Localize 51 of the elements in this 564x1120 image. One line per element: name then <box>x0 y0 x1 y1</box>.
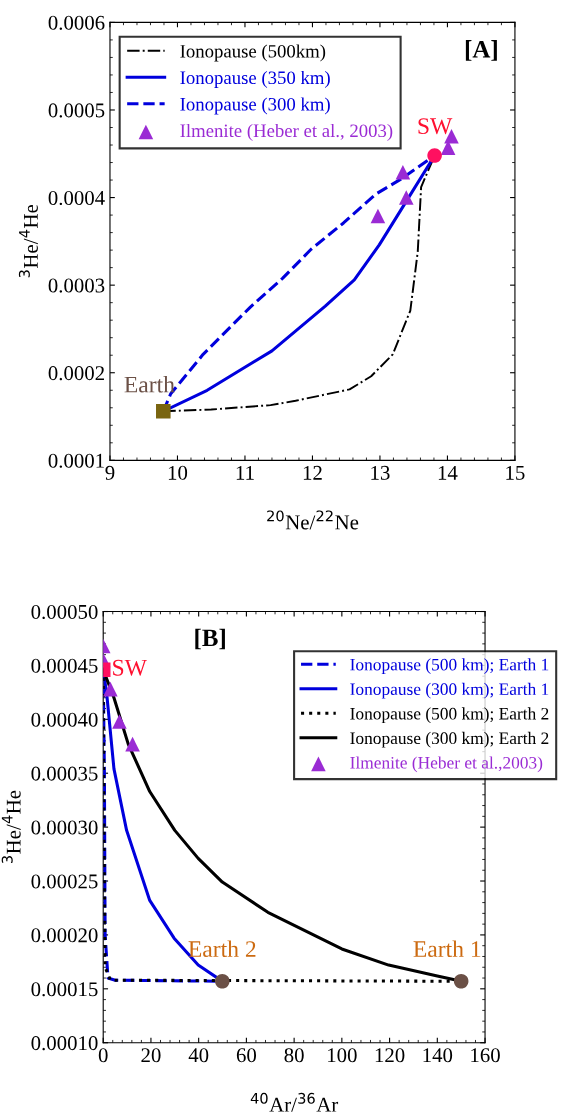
text: [A] <box>465 40 497 61</box>
legend-label: Ionopause (300 km); Earth 1 <box>350 682 549 699</box>
x-tick-label: 120 <box>375 1048 405 1063</box>
y-tick-label: 0.00040 <box>31 712 98 727</box>
x-axis-title: $^{20}$Ne/$^{22}$Ne <box>267 510 359 530</box>
x-tick-label: 60 <box>236 1048 257 1063</box>
annotation: SW <box>113 659 147 676</box>
text: [B] <box>195 628 225 650</box>
legend-label: Ionopause (500km) <box>180 44 326 62</box>
y-tick-label: 0.00020 <box>31 928 98 943</box>
legend-label: Ionopause (300 km); Earth 2 <box>350 731 549 748</box>
y-tick-label: 0.00010 <box>31 1036 98 1051</box>
y-tick-label: 0.0003 <box>48 278 105 293</box>
annotation: Earth <box>124 375 175 393</box>
y-tick-label: 0.0004 <box>48 190 105 206</box>
legend-label: Ionopause (350 km) <box>180 70 330 88</box>
legend-label: Ilmenite (Heber et al., 2003) <box>180 123 393 141</box>
x-tick-label: 0 <box>98 1048 108 1063</box>
x-tick-label: 12 <box>303 465 322 480</box>
y-tick-label: 0.0006 <box>48 15 105 30</box>
x-tick-label: 9 <box>105 465 115 480</box>
y-tick-label: 0.00030 <box>31 820 98 835</box>
annotation: Earth 1 <box>413 940 481 958</box>
y-axis-title: $^{3}$He/$^{4}$He <box>18 204 38 278</box>
y-tick-label: 0.00035 <box>31 766 98 781</box>
y-tick-label: 0.00015 <box>31 982 98 997</box>
x-tick-label: 80 <box>284 1048 304 1063</box>
x-tick-label: 13 <box>371 465 390 480</box>
annotation: Earth 2 <box>188 940 256 958</box>
y-tick-label: 0.00025 <box>31 874 98 889</box>
x-tick-label: 40 <box>188 1048 209 1063</box>
x-tick-label: 11 <box>236 465 254 480</box>
x-tick-label: 160 <box>471 1048 500 1063</box>
y-tick-label: 0.0005 <box>48 103 105 118</box>
legend-label: Ionopause (500 km); Earth 1 <box>350 658 549 675</box>
y-tick-label: 0.00045 <box>31 658 98 673</box>
y-tick-label: 0.0002 <box>48 366 104 381</box>
x-tick-label: 10 <box>168 465 188 480</box>
y-tick-label: 0.00050 <box>31 604 98 620</box>
y-tick-label: 0.0001 <box>48 453 104 468</box>
legend-label: Ionopause (500 km); Earth 2 <box>350 707 549 724</box>
x-tick-label: 100 <box>328 1048 357 1063</box>
y-axis-title: $^{3}$He/$^{4}$He <box>1 790 21 864</box>
annotation: SW <box>418 118 453 135</box>
x-tick-label: 20 <box>141 1048 161 1063</box>
legend-label: Ilmenite (Heber et al.,2003) <box>350 756 543 773</box>
x-tick-label: 15 <box>506 465 525 480</box>
x-tick-label: 14 <box>438 465 458 480</box>
x-axis-title: $^{40}$Ar/$^{36}$Ar <box>250 1092 339 1112</box>
x-tick-label: 140 <box>423 1048 453 1063</box>
legend-label: Ionopause (300 km) <box>180 97 330 115</box>
